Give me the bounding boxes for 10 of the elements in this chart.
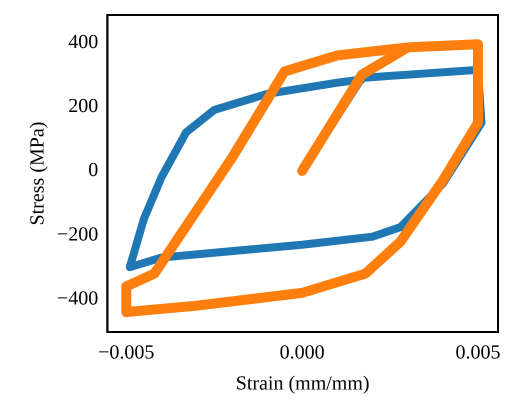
x-tick-label: −0.005 <box>98 341 154 364</box>
y-tick-label: −400 <box>57 288 98 310</box>
x-tick-label: 0.000 <box>280 341 325 364</box>
y-tick-label: 400 <box>68 30 98 53</box>
y-tick-label: 200 <box>68 95 98 118</box>
y-tick-label: −200 <box>57 223 98 246</box>
y-axis-title: Stress (MPa) <box>26 122 48 226</box>
x-axis-title: Strain (mm/mm) <box>236 372 370 394</box>
y-tick-label: 0 <box>88 159 98 182</box>
x-tick-label: 0.005 <box>455 341 500 364</box>
